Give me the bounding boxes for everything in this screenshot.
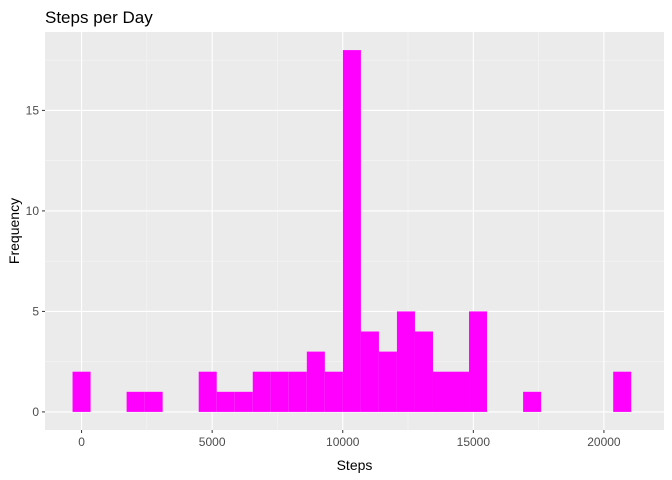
histogram-bar	[451, 371, 470, 412]
x-tick-label: 15000	[457, 435, 491, 449]
histogram-bar	[324, 371, 343, 412]
histogram-bar	[234, 391, 253, 412]
x-tick-label: 20000	[587, 435, 621, 449]
histogram-bar	[306, 351, 325, 412]
y-axis: 0 5 10 15	[26, 103, 45, 419]
histogram-bar	[342, 50, 361, 412]
histogram-bar	[396, 311, 415, 412]
x-axis-title: Steps	[337, 457, 373, 473]
histogram-bar	[469, 311, 488, 412]
x-axis: 0 5000 10000 15000 20000	[78, 430, 621, 449]
y-tick-label: 10	[26, 204, 40, 218]
histogram-bar	[216, 391, 235, 412]
histogram-bars	[72, 50, 632, 412]
x-tick-label: 0	[78, 435, 85, 449]
histogram-bar	[523, 391, 542, 412]
y-tick-label: 15	[26, 103, 40, 117]
histogram-bar	[144, 391, 163, 412]
histogram-bar	[72, 371, 91, 412]
y-tick-label: 0	[32, 405, 39, 419]
y-axis-title: Frequency	[6, 198, 22, 264]
histogram-bar	[414, 331, 433, 412]
histogram-bar	[432, 371, 452, 412]
histogram-bar	[613, 371, 632, 412]
chart-title: Steps per Day	[45, 8, 153, 27]
histogram-bar	[360, 331, 379, 412]
histogram-bar	[378, 351, 397, 412]
histogram-bar	[198, 371, 217, 412]
histogram-bar	[288, 371, 307, 412]
histogram-bar	[270, 371, 289, 412]
x-tick-label: 5000	[199, 435, 226, 449]
histogram-bar	[126, 391, 145, 412]
x-tick-label: 10000	[326, 435, 360, 449]
y-tick-label: 5	[32, 304, 39, 318]
histogram-bar	[252, 371, 271, 412]
